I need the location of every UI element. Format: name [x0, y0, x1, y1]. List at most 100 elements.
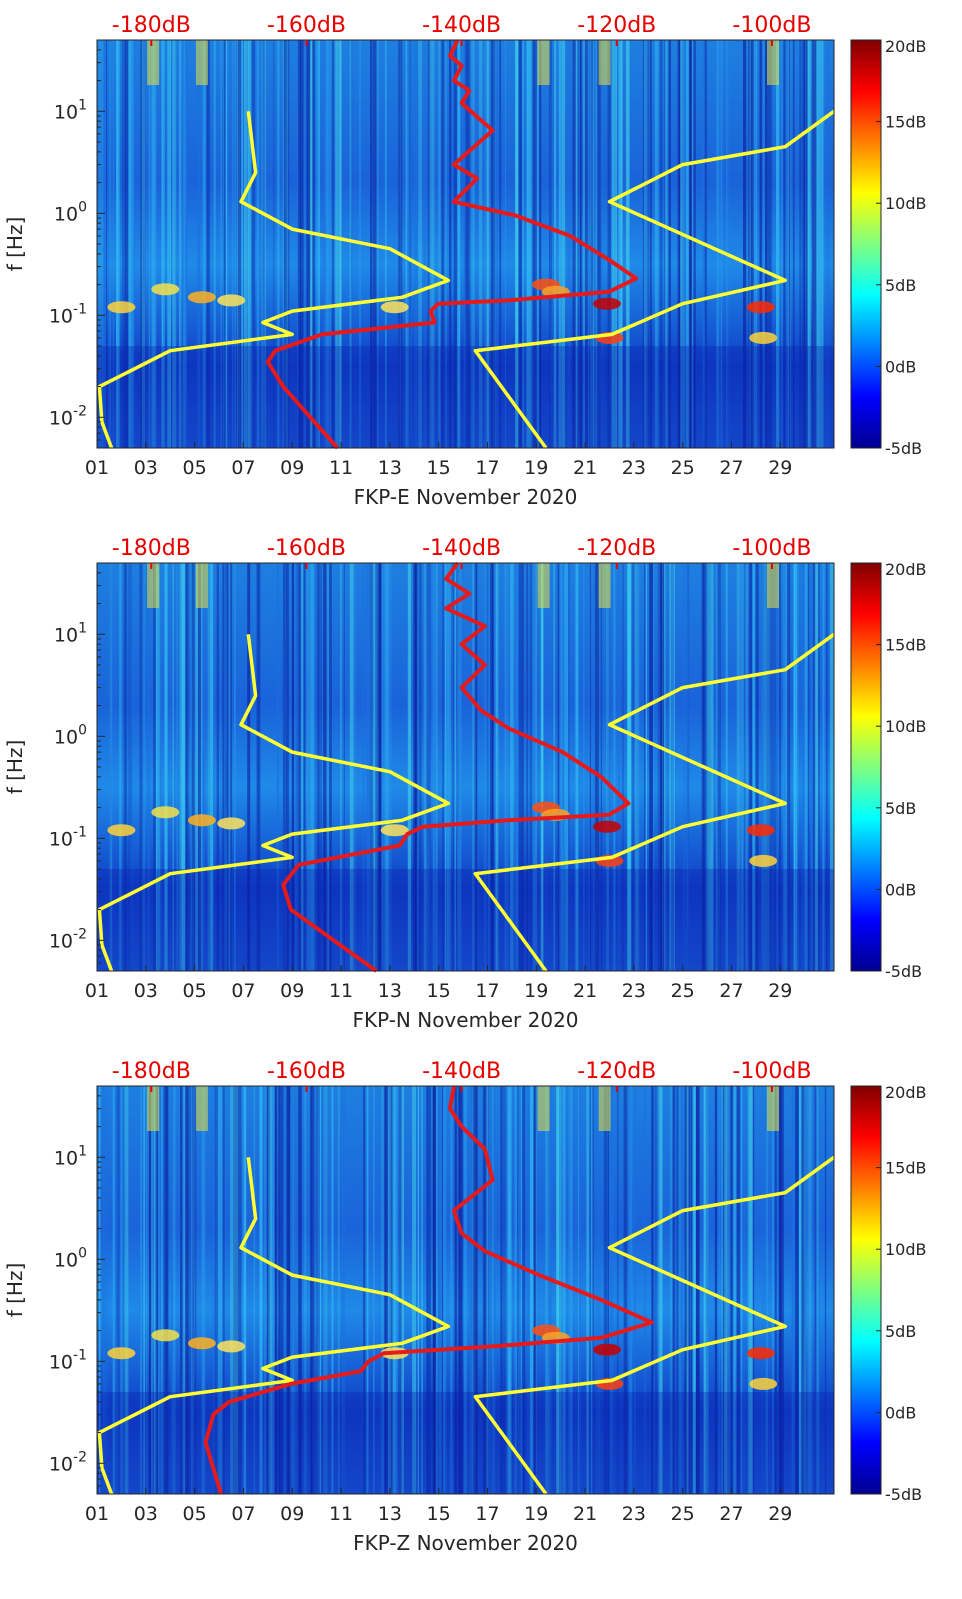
spectrogram-streak — [454, 563, 456, 971]
spectrogram-streak — [806, 40, 808, 448]
y-tick-base: 10 — [49, 1453, 73, 1475]
spectrogram-streak — [283, 1086, 288, 1494]
spectrogram-streak — [532, 563, 536, 971]
x-tick-label: 05 — [183, 457, 207, 479]
spectrogram-streak — [351, 40, 353, 448]
spectrogram-streak — [237, 1086, 239, 1494]
spectrogram-streak — [558, 563, 562, 971]
spectrogram-highband — [147, 1086, 160, 1131]
spectrogram-streak — [197, 40, 201, 448]
spectrogram-streak — [224, 563, 228, 971]
spectrogram-streak — [824, 1086, 827, 1494]
spectrogram-streak — [465, 40, 469, 448]
spectrogram-streak — [659, 40, 662, 448]
spectrogram-streak — [803, 563, 805, 971]
spectrogram-streak — [214, 1086, 218, 1494]
spectrogram-streak — [673, 1086, 677, 1494]
spectrogram-streak — [247, 563, 251, 971]
spectrogram-streak — [316, 40, 320, 448]
spectrogram-streak — [139, 563, 144, 971]
spectrogram-streak — [598, 1086, 601, 1494]
spectrogram-streak — [424, 40, 426, 448]
spectrogram-streak — [521, 563, 525, 971]
spectrogram-streak — [216, 563, 219, 971]
spectrogram-streak — [612, 40, 615, 448]
spectrogram-streak — [545, 563, 547, 971]
spectrogram-highband — [147, 563, 160, 608]
spectrogram-streak — [761, 563, 765, 971]
spectrogram-streak — [731, 1086, 734, 1494]
spectrogram-streak — [318, 40, 320, 448]
y-tick-base: 10 — [49, 828, 73, 850]
spectrogram-streak — [216, 1086, 220, 1494]
top-tick-label: -180dB — [112, 13, 191, 38]
colorbar-tick-label: -5dB — [885, 439, 922, 458]
y-tick-exponent: 1 — [78, 97, 87, 113]
spectrogram-streak — [142, 40, 145, 448]
spectrogram-highband — [766, 40, 779, 85]
spectrogram-streak — [634, 563, 638, 971]
spectrogram-streak — [684, 1086, 689, 1494]
y-tick-exponent: -1 — [73, 301, 87, 317]
spectrogram-streak — [802, 40, 806, 448]
spectrogram-streak — [586, 1086, 589, 1494]
spectrogram-hotspot — [107, 824, 136, 837]
spectrogram-streak — [464, 1086, 467, 1494]
x-tick-label: 09 — [280, 980, 304, 1002]
spectrogram-streak — [223, 40, 226, 448]
spectrogram-streak — [329, 40, 332, 448]
spectrogram-streak — [195, 563, 199, 971]
x-tick-label: 05 — [183, 980, 207, 1002]
spectrogram-streak — [660, 563, 664, 971]
colorbar-tick-label: -5dB — [885, 962, 922, 981]
spectrogram-streak — [353, 563, 356, 971]
spectrogram-streak — [174, 40, 177, 448]
spectrogram-streak — [538, 40, 540, 448]
spectrogram-streak — [458, 1086, 461, 1494]
spectrogram-streak — [441, 40, 445, 448]
spectrogram-streak — [532, 40, 535, 448]
x-tick-label: 17 — [475, 457, 499, 479]
spectrogram-streak — [325, 40, 329, 448]
spectrogram-streak — [286, 1086, 291, 1494]
spectrogram-streak — [244, 1086, 247, 1494]
spectrogram-hotspot — [746, 1347, 775, 1360]
spectrogram-streak — [520, 1086, 523, 1494]
spectrogram-highband — [598, 40, 611, 85]
spectrogram-streak — [398, 1086, 403, 1494]
spectrogram-streak — [730, 1086, 735, 1494]
spectrogram-streak — [172, 563, 174, 971]
spectrogram-streak — [499, 40, 502, 448]
spectrogram-streak — [457, 563, 462, 971]
top-tick-label: -100dB — [732, 13, 811, 38]
y-tick-label: 101 — [54, 1143, 87, 1169]
spectrogram-streak — [747, 1086, 752, 1494]
x-tick-label: 01 — [85, 980, 109, 1002]
spectrogram-streak — [683, 563, 685, 971]
spectrogram-streak — [201, 1086, 205, 1494]
spectrogram-streak — [328, 563, 332, 971]
spectrogram-streak — [185, 1086, 189, 1494]
spectrogram-streak — [687, 563, 690, 971]
spectrogram-streak — [783, 563, 786, 971]
x-tick-label: 17 — [475, 1503, 499, 1525]
x-tick-label: 19 — [524, 457, 548, 479]
spectrogram-streak — [241, 40, 243, 448]
y-tick-base: 10 — [54, 203, 78, 225]
spectrogram-streak — [310, 563, 314, 971]
spectrogram-streak — [140, 1086, 142, 1494]
spectrogram-highband — [598, 1086, 611, 1131]
spectrogram-streak — [671, 563, 674, 971]
spectrogram-streak — [814, 563, 819, 971]
spectrogram-streak — [780, 1086, 784, 1494]
spectrogram-streak — [450, 1086, 453, 1494]
spectrogram-streak — [474, 563, 477, 971]
spectrogram-streak — [103, 40, 106, 448]
spectrogram-streak — [564, 563, 568, 971]
y-tick-base: 10 — [54, 1249, 78, 1271]
spectrogram-streak — [816, 40, 818, 448]
spectrogram-streak — [522, 40, 525, 448]
spectrogram-highband — [598, 563, 611, 608]
spectrogram-streak — [282, 40, 284, 448]
spectrogram-streak — [801, 1086, 804, 1494]
